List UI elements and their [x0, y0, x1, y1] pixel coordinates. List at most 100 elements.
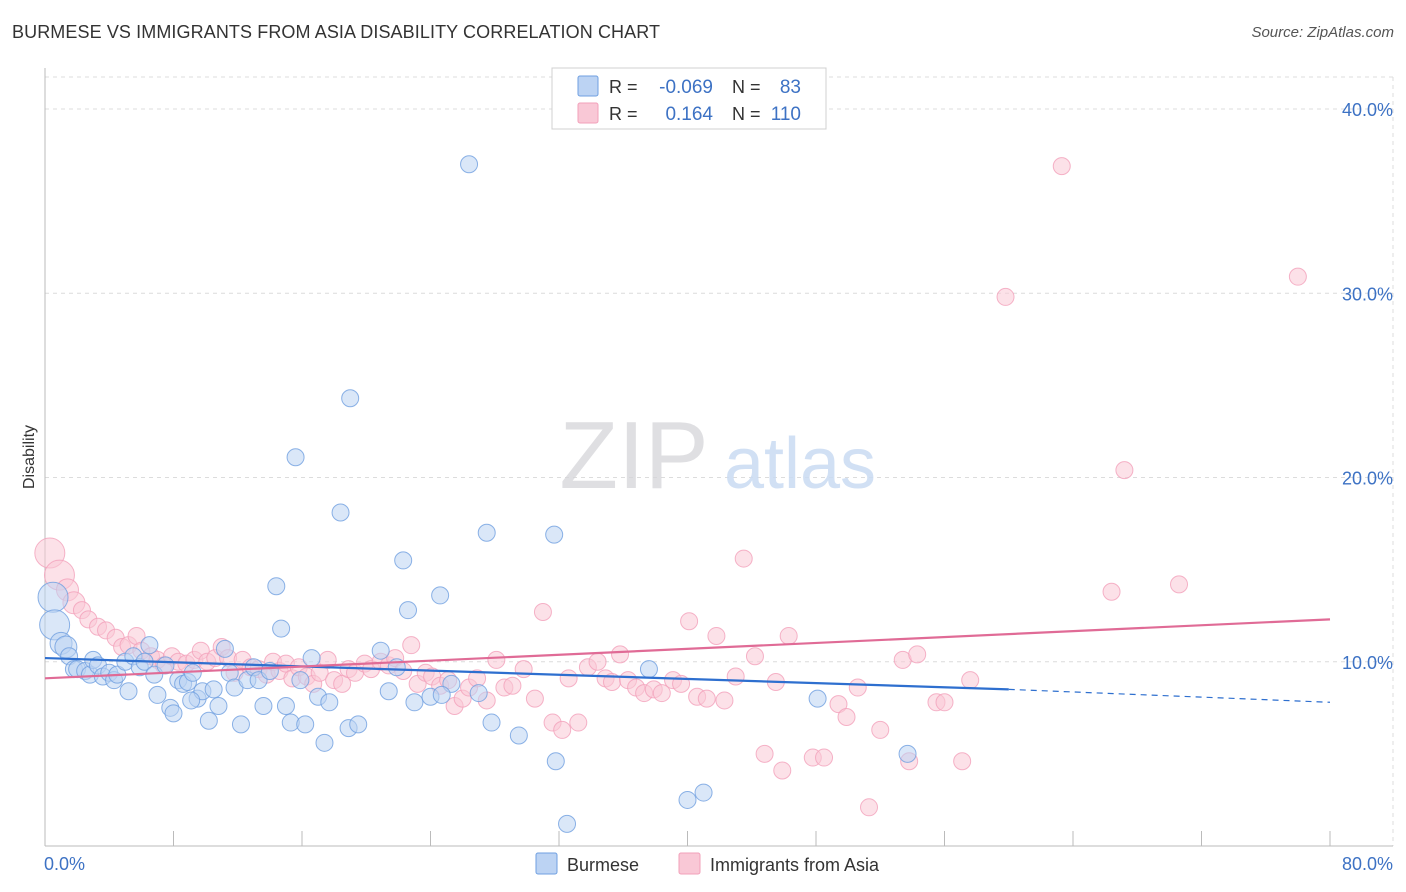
asia-point-68	[559, 669, 578, 688]
asia-point-69	[569, 713, 588, 732]
asia-point-113	[1288, 267, 1307, 286]
burmese-point-38	[231, 715, 250, 734]
burmese-point-75	[558, 814, 577, 833]
burmese-point-72	[509, 726, 528, 745]
asia-point-108	[996, 287, 1015, 306]
burmese-point-34	[209, 696, 228, 715]
burmese-point-0	[37, 581, 69, 613]
burmese-point-57	[341, 389, 360, 408]
burmese-trend-extension	[1008, 688, 1331, 703]
asia-point-60	[487, 650, 506, 669]
burmese-point-79	[808, 689, 827, 708]
asia-point-37	[310, 663, 329, 682]
burmese-point-44	[267, 577, 286, 596]
asia-point-97	[837, 708, 856, 727]
bottom-legend-swatch-asia	[678, 852, 701, 875]
burmese-point-42	[254, 696, 273, 715]
y-tick-label-10: 10.0%	[1342, 653, 1393, 673]
burmese-point-69	[469, 684, 488, 703]
legend-n-label-1: N =	[732, 77, 761, 97]
burmese-point-64	[405, 693, 424, 712]
bottom-legend-asia: Immigrants from Asia	[710, 855, 880, 875]
burmese-point-33	[204, 680, 223, 699]
asia-point-67	[553, 720, 572, 739]
burmese-point-68	[460, 155, 479, 174]
asia-point-88	[734, 549, 753, 568]
burmese-point-22	[148, 685, 167, 704]
asia-point-64	[525, 689, 544, 708]
asia-point-84	[697, 689, 716, 708]
burmese-point-71	[482, 713, 501, 732]
asia-point-85	[707, 626, 726, 645]
burmese-point-60	[379, 682, 398, 701]
burmese-point-25	[164, 704, 183, 723]
asia-point-49	[402, 636, 421, 655]
burmese-point-32	[199, 711, 218, 730]
asia-point-74	[611, 645, 630, 664]
burmese-point-80	[898, 744, 917, 763]
burmese-trend-line	[44, 656, 1009, 691]
burmese-point-50	[296, 715, 315, 734]
burmese-point-46	[276, 696, 295, 715]
y-tick-label-30: 30.0%	[1342, 284, 1393, 304]
burmese-point-78	[694, 783, 713, 802]
burmese-point-48	[286, 448, 305, 467]
asia-trend-line	[44, 618, 1331, 680]
burmese-point-70	[477, 523, 496, 542]
burmese-point-43	[260, 661, 279, 680]
legend-n-value-2: 110	[771, 104, 801, 125]
asia-point-82	[680, 612, 699, 631]
asia-point-63	[514, 660, 533, 679]
asia-point-65	[533, 603, 552, 622]
asia-point-103	[908, 645, 927, 664]
tick-labels: 10.0% 20.0% 30.0% 40.0% 0.0% 80.0%	[44, 100, 1393, 874]
asia-point-100	[871, 720, 890, 739]
legend-r-value-2: 0.164	[665, 104, 713, 125]
bottom-legend-swatch-burmese	[535, 852, 558, 875]
burmese-point-55	[331, 503, 350, 522]
legend-r-label-1: R =	[609, 77, 638, 97]
burmese-point-62	[394, 551, 413, 570]
source-label: Source: ZipAtlas.com	[1251, 24, 1394, 41]
legend-r-label-2: R =	[609, 104, 638, 124]
legend-swatch-asia	[577, 102, 599, 124]
correlation-legend: R = -0.069 N = 83 R = 0.164 N = 110	[551, 67, 827, 130]
burmese-point-76	[639, 660, 658, 679]
legend-n-value-1: 83	[780, 77, 801, 98]
asia-point-112	[1170, 575, 1189, 594]
burmese-point-54	[320, 693, 339, 712]
x-tick-label-max: 80.0%	[1342, 854, 1393, 874]
grid-lines	[45, 76, 1395, 846]
asia-point-92	[773, 761, 792, 780]
burmese-point-45	[272, 619, 291, 638]
burmese-point-20	[140, 636, 159, 655]
asia-point-99	[848, 678, 867, 697]
bottom-legend-burmese: Burmese	[567, 855, 639, 875]
asia-point-106	[953, 752, 972, 771]
burmese-point-58	[349, 715, 368, 734]
burmese-point-51	[302, 649, 321, 668]
asia-point-62	[503, 676, 522, 695]
asia-point-79	[652, 684, 671, 703]
asia-point-89	[745, 647, 764, 666]
series-legend: Burmese Immigrants from Asia	[535, 852, 880, 875]
series-asia-points	[34, 157, 1307, 817]
watermark-atlas: atlas	[724, 424, 876, 504]
burmese-point-82	[432, 685, 451, 704]
burmese-point-23	[156, 656, 175, 675]
burmese-point-81	[182, 691, 201, 710]
y-tick-label-40: 40.0%	[1342, 100, 1393, 120]
chart-title: BURMESE VS IMMIGRANTS FROM ASIA DISABILI…	[12, 22, 661, 42]
burmese-point-63	[399, 601, 418, 620]
burmese-point-59	[371, 641, 390, 660]
asia-point-93	[779, 626, 798, 645]
trend-lines	[44, 618, 1331, 703]
asia-point-98	[860, 798, 879, 817]
asia-point-110	[1115, 461, 1134, 480]
asia-point-86	[715, 691, 734, 710]
burmese-point-77	[678, 790, 697, 809]
burmese-point-35	[215, 639, 234, 658]
asia-point-95	[815, 748, 834, 767]
asia-point-111	[1102, 582, 1121, 601]
